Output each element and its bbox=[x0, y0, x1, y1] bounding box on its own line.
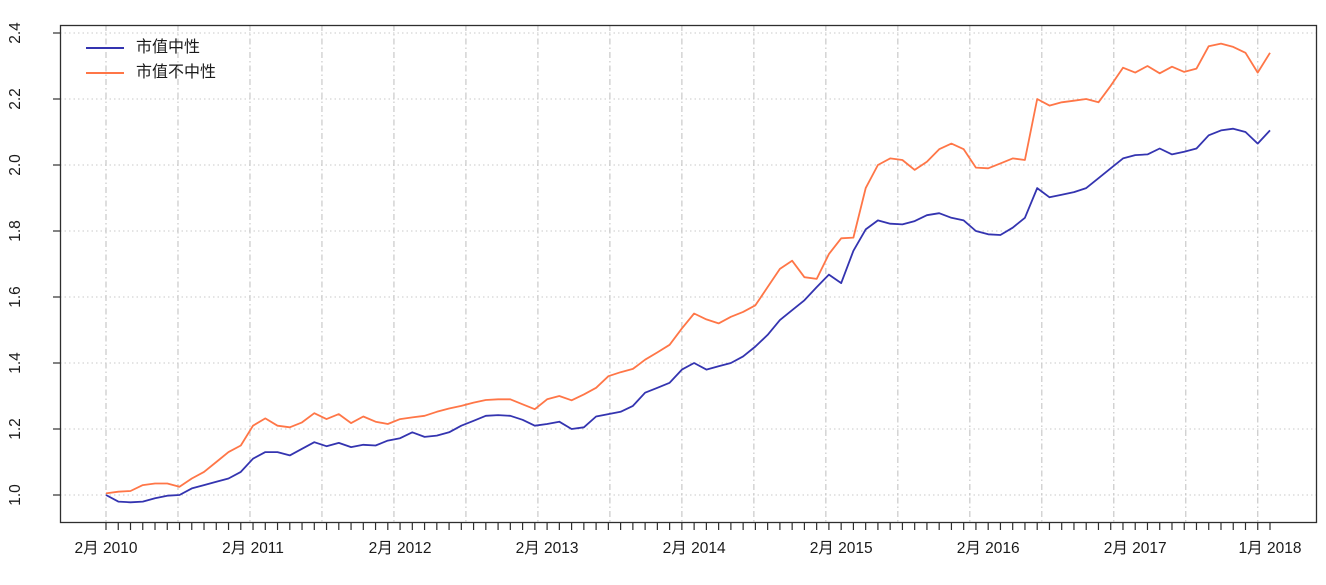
y-axis-tick-label: 1.8 bbox=[7, 220, 24, 242]
x-axis-tick-label: 2月 2013 bbox=[516, 540, 579, 557]
legend-label-non-neutral: 市值不中性 bbox=[136, 64, 217, 81]
legend-item-non-neutral: 市值不中性 bbox=[86, 63, 216, 83]
x-axis-tick-label: 2月 2015 bbox=[810, 540, 873, 557]
y-axis-tick-label: 1.2 bbox=[7, 418, 24, 440]
y-axis-tick-label: 2.0 bbox=[7, 154, 24, 176]
plot-border bbox=[59, 24, 1318, 524]
legend-line-sample-neutral-icon bbox=[86, 47, 124, 49]
legend-label-neutral: 市值中性 bbox=[136, 39, 201, 56]
x-axis-tick-label: 2月 2010 bbox=[75, 540, 138, 557]
x-axis-tick-label: 1月 2018 bbox=[1239, 540, 1302, 557]
legend-item-neutral: 市值中性 bbox=[86, 38, 216, 58]
x-axis-tick-label: 2月 2016 bbox=[957, 540, 1020, 557]
y-axis-tick-label: 2.4 bbox=[7, 22, 24, 44]
y-axis-tick-label: 2.2 bbox=[7, 88, 24, 110]
series-line-market-cap-non-neutral bbox=[105, 42, 1271, 495]
legend-line-sample-non-neutral-icon bbox=[86, 72, 124, 74]
y-axis-tick-label: 1.0 bbox=[7, 484, 24, 506]
x-axis-tick-label: 2月 2014 bbox=[663, 540, 726, 557]
y-axis-tick-label: 1.6 bbox=[7, 286, 24, 308]
series-line-market-cap-neutral bbox=[105, 127, 1271, 504]
x-axis-tick-label: 2月 2011 bbox=[222, 540, 284, 557]
x-axis-tick-label: 2月 2017 bbox=[1104, 540, 1167, 557]
y-axis-tick-label: 1.4 bbox=[7, 352, 24, 374]
legend: 市值中性 市值不中性 bbox=[86, 38, 216, 83]
x-axis-tick-label: 2月 2012 bbox=[369, 540, 432, 557]
